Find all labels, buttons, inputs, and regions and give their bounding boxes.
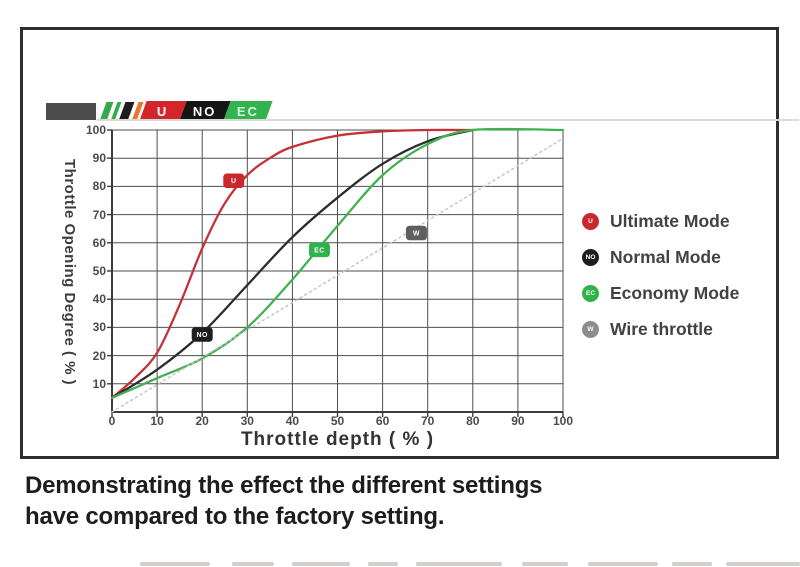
banner-segment-label: EC — [236, 103, 260, 118]
x-tick-label: 90 — [511, 414, 525, 428]
y-tick-label: 50 — [92, 264, 106, 278]
cropped-content-artifact — [522, 562, 568, 566]
caption: Demonstrating the effect the different s… — [25, 470, 543, 532]
legend-item-wire-throttle: W Wire throttle — [582, 316, 772, 343]
badge-w — [405, 225, 427, 241]
banner-segment-normal: NO — [179, 100, 231, 121]
cropped-content-artifact — [232, 562, 274, 566]
badge-label: NO — [196, 332, 208, 339]
brand-banner: U NO EC — [23, 30, 800, 130]
curve-normal-mode — [110, 128, 474, 400]
banner-gray-bar — [46, 103, 96, 120]
legend-item-normal-mode: NO Normal Mode — [582, 244, 772, 271]
x-tick-label: 70 — [421, 414, 435, 428]
legend-item-economy-mode: EC Economy Mode — [582, 280, 772, 307]
cropped-content-artifact — [672, 562, 712, 566]
badge-label: W — [413, 230, 420, 237]
x-tick-label: 60 — [375, 414, 390, 428]
x-tick-label: 10 — [150, 414, 164, 428]
banner-segment-label: U — [157, 103, 169, 118]
legend-dot-icon: U — [582, 213, 599, 230]
y-tick-label: 70 — [92, 207, 106, 222]
x-tick-label: 80 — [466, 414, 480, 428]
caption-line-2: have compared to the factory setting. — [25, 503, 445, 530]
badge-ec — [308, 242, 330, 258]
y-tick-label: 100 — [85, 123, 106, 137]
y-tick-label: 90 — [92, 151, 106, 166]
banner-segment-label: NO — [193, 103, 217, 118]
y-tick-label: 80 — [92, 179, 106, 194]
banner-underline — [97, 119, 799, 121]
curve-wire-throttle — [111, 137, 564, 413]
x-tick-label: 30 — [240, 414, 254, 428]
y-tick-label: 10 — [92, 376, 106, 391]
legend-item-ultimate-mode: U Ultimate Mode — [582, 208, 772, 235]
cropped-content-artifact — [588, 562, 658, 566]
caption-line-1: Demonstrating the effect the different s… — [25, 472, 543, 499]
legend-label: Ultimate Mode — [610, 211, 730, 231]
y-tick-label: 60 — [92, 235, 106, 250]
y-axis-title: Throttle Opening Degree ( % ) — [61, 158, 78, 386]
cropped-content-artifact — [416, 562, 502, 566]
legend-dot-icon: NO — [582, 249, 599, 266]
y-tick-label: 20 — [92, 348, 106, 363]
banner-segment-economy: EC — [223, 100, 273, 121]
legend-dot-letter: W — [587, 326, 594, 333]
badge-u — [223, 173, 245, 189]
badge-no — [191, 327, 213, 342]
badge-label: U — [231, 178, 237, 185]
x-tick-label: 20 — [195, 414, 209, 428]
throttle-curve-chart: U NO EC W — [107, 127, 565, 417]
cropped-content-artifact — [292, 562, 350, 566]
cropped-content-artifact — [726, 562, 800, 566]
x-tick-label: 50 — [330, 414, 345, 428]
legend-label: Normal Mode — [610, 247, 721, 267]
x-tick-label: 100 — [552, 414, 574, 428]
cropped-content-artifact — [368, 562, 398, 566]
x-tick-label: 40 — [285, 414, 300, 428]
legend-dot-icon: W — [582, 321, 599, 338]
curve-ultimate-mode — [110, 128, 474, 400]
cropped-content-artifact — [140, 562, 210, 566]
x-axis-title: Throttle depth ( % ) — [240, 429, 435, 450]
legend-dot-letter: U — [588, 218, 593, 225]
legend-label: Wire throttle — [610, 319, 713, 339]
y-tick-label: 40 — [92, 292, 106, 307]
x-tick-label: 0 — [108, 414, 116, 428]
legend-dot-letter: NO — [585, 254, 596, 261]
y-tick-label: 30 — [92, 320, 106, 335]
legend-dot-icon: EC — [582, 285, 599, 302]
chart-legend: U Ultimate Mode NO Normal Mode EC Economy Mod… — [582, 208, 772, 352]
legend-dot-letter: EC — [585, 290, 596, 297]
badge-label: EC — [314, 247, 325, 254]
legend-label: Economy Mode — [610, 283, 740, 303]
